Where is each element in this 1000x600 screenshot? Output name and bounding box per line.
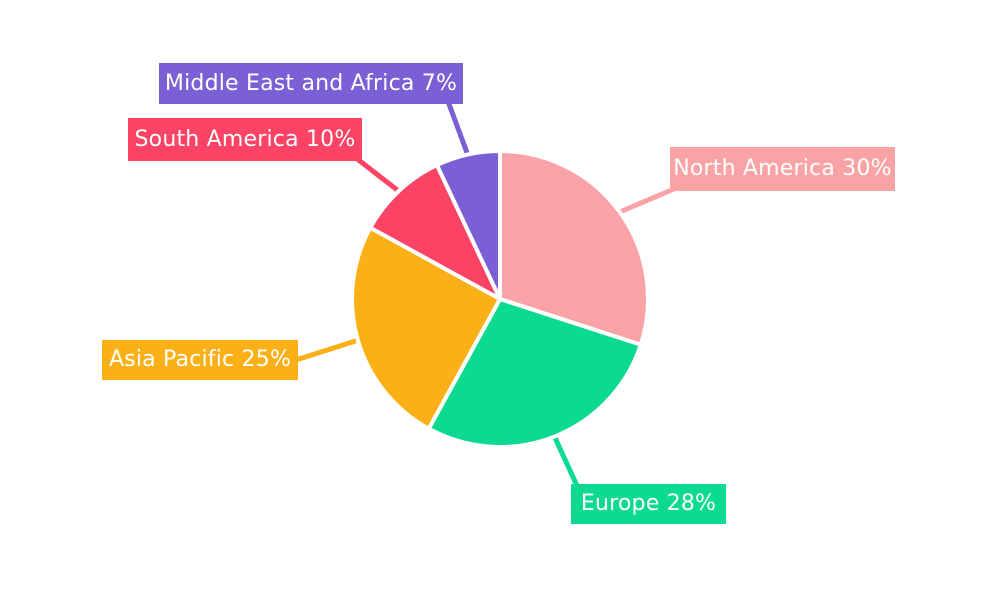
callout-label-europe: Europe 28% [571,484,726,524]
pie-slice-south-america [368,163,502,301]
callout-label-north-america: North America 30% [670,147,895,191]
pie-slice-north-america [498,149,650,347]
pie-slice-asia-pacific [350,225,502,431]
leader-line-north-america [617,186,677,215]
leader-line-south-america [353,155,402,194]
callout-label-middle-east-africa: Middle East and Africa 7% [159,63,463,104]
callout-label-asia-pacific: Asia Pacific 25% [102,340,298,380]
callout-label-south-america: South America 10% [128,118,362,161]
pie-slice-middle-east-and-africa [434,149,502,301]
leader-line-middle-east-and-africa [446,101,471,158]
leader-line-asia-pacific [293,337,361,363]
leader-line-europe [552,434,581,491]
